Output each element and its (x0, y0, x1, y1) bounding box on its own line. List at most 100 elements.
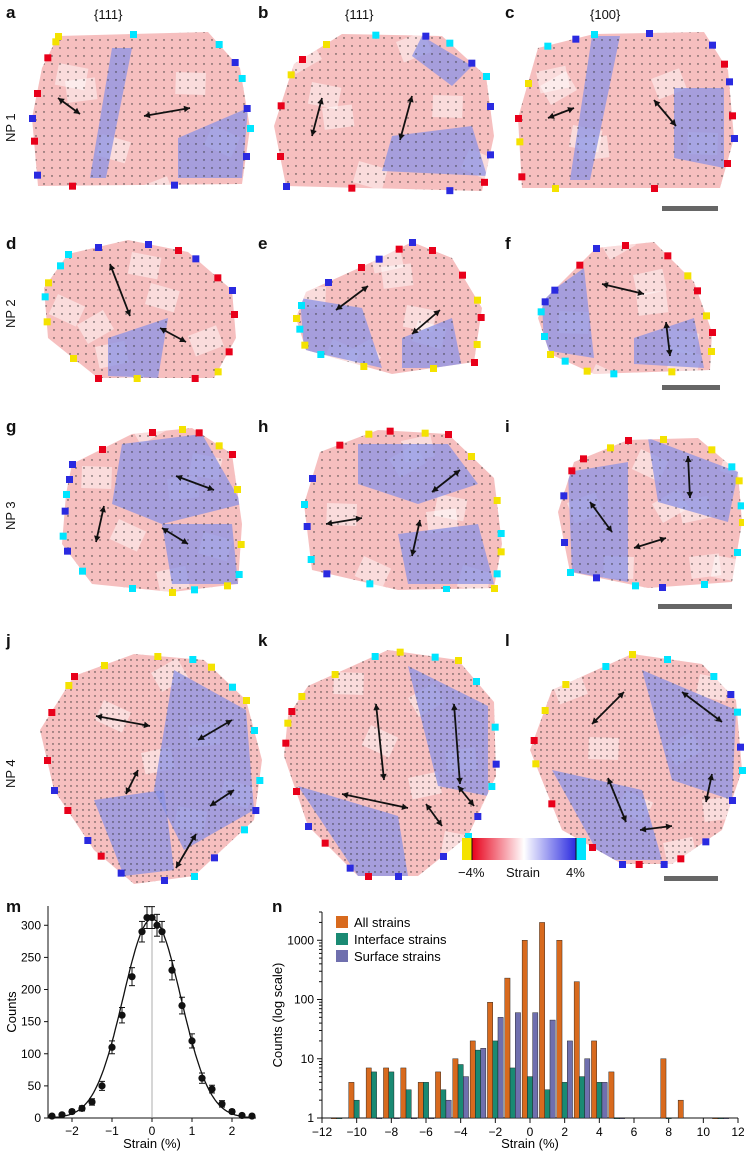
surface-atom (525, 80, 532, 87)
surface-atom (727, 691, 735, 698)
strain-patch (381, 263, 414, 289)
strain-field (32, 32, 250, 186)
surface-atom (305, 823, 312, 830)
arrow-head (607, 778, 614, 785)
strain-patch (536, 65, 570, 94)
surface-atom (386, 427, 394, 435)
surface-atom (346, 864, 354, 872)
bar-interface-strains (665, 1117, 672, 1120)
surface-atom (65, 682, 73, 689)
strain-patch (636, 290, 669, 316)
arrow-head (143, 721, 150, 729)
panel-label: g (6, 417, 17, 436)
arrow-head (669, 119, 676, 126)
strain-patch (586, 364, 624, 374)
x-tick-label: 0 (527, 1125, 534, 1139)
arrow-head (686, 491, 694, 498)
bar-interface-strains (717, 1117, 724, 1120)
strain-patch (402, 305, 437, 333)
surface-atom (721, 60, 728, 68)
surface-atom (481, 178, 488, 186)
strain-map-a (29, 31, 254, 190)
data-point (158, 928, 166, 936)
x-tick-label: −2 (65, 1124, 79, 1138)
surface-atom (530, 737, 538, 744)
bar-all-strains (556, 940, 563, 1119)
surface-atom (651, 185, 658, 192)
arrow-head (160, 327, 167, 334)
data-point (68, 1107, 76, 1116)
panel-label: i (505, 417, 510, 436)
surface-atom (473, 341, 481, 348)
surface-atom (659, 584, 666, 591)
surface-atom (287, 71, 295, 79)
surface-atom (491, 585, 498, 592)
surface-atom (66, 476, 73, 483)
data-point (228, 1107, 236, 1116)
surface-atom (224, 582, 231, 590)
surface-atom (229, 287, 236, 294)
surface-atom (301, 501, 308, 508)
surface-atom (455, 657, 462, 664)
data-point (48, 1112, 56, 1120)
surface-atom (446, 39, 454, 47)
surface-atom (84, 837, 92, 844)
panel-label: b (258, 3, 269, 22)
arrow-head (144, 111, 151, 119)
surface-atom (459, 271, 466, 279)
data-point (138, 928, 146, 936)
surface-atom (589, 844, 596, 851)
arrow-head (326, 519, 333, 527)
surface-atom (336, 441, 344, 449)
surface-atom (296, 325, 304, 333)
direction-arrow (375, 703, 385, 781)
facet-label: {111} (94, 7, 123, 22)
atom-grid (45, 241, 231, 378)
legend-label: Surface strains (354, 949, 441, 964)
strain-patch (633, 268, 667, 297)
y-axis-label: Counts (log scale) (270, 963, 285, 1068)
surface-atom (694, 287, 701, 295)
arrow-head (181, 538, 188, 544)
surface-atom (702, 838, 710, 846)
surface-atom (607, 444, 614, 452)
bar-interface-strains (579, 1076, 585, 1119)
arrow-head (684, 456, 692, 463)
surface-atom (430, 365, 437, 372)
direction-arrow (589, 501, 613, 533)
x-tick-label: −4 (454, 1125, 468, 1139)
arrow-head (198, 734, 205, 740)
surface-atom (45, 279, 52, 287)
surface-atom (247, 125, 254, 132)
surface-atom (446, 187, 454, 195)
row-label: NP 1 (3, 113, 18, 142)
surface-atom (41, 293, 49, 301)
surface-atom (562, 681, 570, 688)
compressive-region (94, 790, 174, 876)
data-point (88, 1098, 96, 1106)
surface-atom (34, 90, 41, 97)
x-tick-label: 6 (631, 1125, 638, 1139)
surface-atom (487, 103, 494, 110)
bar-all-strains (331, 1117, 337, 1120)
surface-atom (348, 184, 356, 192)
arrow-head (162, 528, 169, 534)
data-point (178, 1001, 186, 1010)
bar-surface-strains (532, 1012, 539, 1119)
y-tick-label: 300 (21, 918, 41, 932)
arrow-head (590, 502, 597, 509)
surface-atom (44, 757, 51, 764)
arrow-head (659, 536, 666, 543)
arrow-head (109, 264, 116, 271)
surface-atom (622, 242, 629, 249)
strain-patch (81, 466, 112, 490)
panel-label: j (6, 631, 11, 650)
bar-interface-strains (388, 1071, 395, 1119)
x-tick-label: −6 (419, 1125, 433, 1139)
bar-all-strains (608, 1071, 615, 1119)
bar-all-strains (712, 1117, 719, 1120)
arrow-head (453, 470, 460, 477)
data-point (153, 921, 161, 929)
data-point (188, 1037, 196, 1045)
surface-atom (576, 261, 584, 269)
